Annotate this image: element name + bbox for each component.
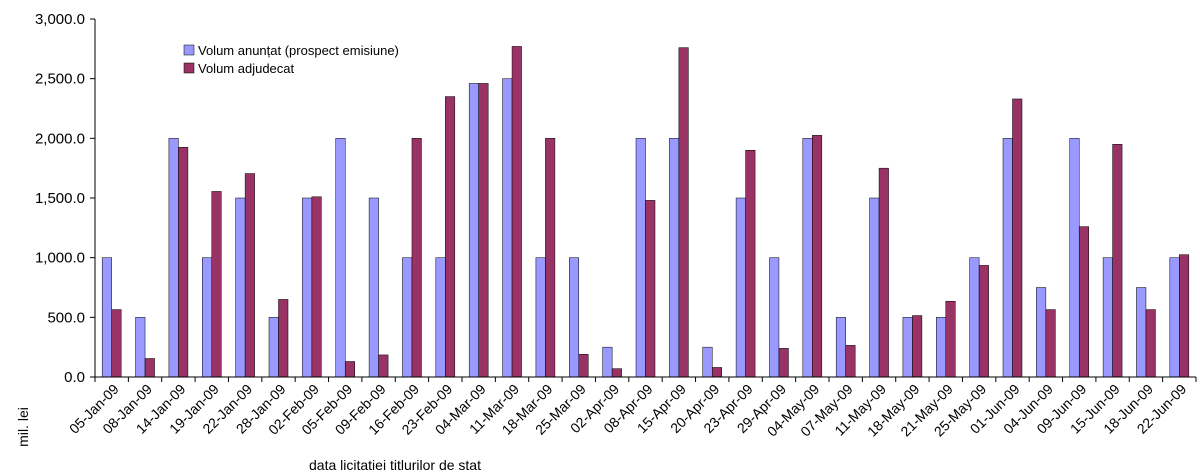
bar-announced-15-Jun-09	[1102, 257, 1113, 378]
bar-awarded-25-May-09	[978, 265, 989, 378]
y-tick-label: 500.0	[47, 309, 85, 326]
bar-announced-22-Jun-09	[1169, 257, 1180, 378]
bar-announced-18-Mar-09	[535, 257, 546, 378]
y-tick-label: 3,000.0	[35, 11, 85, 28]
bar-awarded-16-Feb-09	[411, 138, 422, 378]
plot-area	[101, 46, 1190, 378]
bar-awarded-14-Jan-09	[178, 147, 189, 378]
bar-awarded-15-Apr-09	[678, 47, 689, 378]
bar-announced-23-Feb-09	[435, 257, 446, 378]
legend-label-awarded: Volum adjudecat	[198, 61, 295, 76]
bar-awarded-01-Jun-09	[1012, 98, 1023, 378]
bar-announced-21-May-09	[936, 317, 947, 378]
legend-label-announced: Volum anunțat (prospect emisiune)	[198, 43, 399, 58]
bar-announced-04-Mar-09	[468, 83, 479, 378]
bar-awarded-18-Jun-09	[1145, 309, 1156, 378]
bar-announced-02-Apr-09	[602, 346, 613, 378]
bar-announced-20-Apr-09	[702, 346, 713, 378]
bar-announced-07-May-09	[835, 317, 846, 378]
bar-announced-25-Mar-09	[569, 257, 580, 378]
bar-awarded-15-Jun-09	[1112, 144, 1123, 378]
bar-announced-04-Jun-09	[1036, 287, 1047, 378]
legend: Volum anunțat (prospect emisiune) Volum …	[183, 43, 399, 76]
bar-awarded-07-May-09	[845, 345, 856, 378]
bar-awarded-08-Apr-09	[645, 200, 656, 378]
bar-announced-05-Feb-09	[335, 138, 346, 378]
bar-awarded-23-Apr-09	[745, 150, 756, 378]
bar-awarded-02-Apr-09	[611, 368, 622, 378]
bar-awarded-22-Jun-09	[1179, 254, 1190, 378]
bar-awarded-11-Mar-09	[511, 46, 522, 378]
bar-awarded-20-Apr-09	[711, 367, 722, 378]
legend-swatch-announced	[183, 44, 195, 56]
x-axis-title: data licitatiei titlurilor de stat	[309, 457, 481, 473]
bar-awarded-09-Feb-09	[378, 354, 389, 378]
bar-announced-02-Feb-09	[302, 197, 313, 378]
y-axis: 0.0 500.0 1,000.0 1,500.0 2,000.0 2,500.0 3,00…	[35, 11, 96, 386]
legend-swatch-awarded	[183, 62, 195, 74]
bar-awarded-28-Jan-09	[278, 299, 289, 378]
bar-awarded-18-Mar-09	[545, 138, 556, 378]
bar-announced-08-Jan-09	[135, 317, 146, 378]
bar-announced-18-May-09	[902, 317, 913, 378]
bar-awarded-02-Feb-09	[311, 196, 322, 378]
bar-announced-28-Jan-09	[268, 317, 279, 378]
bar-announced-09-Jun-09	[1069, 138, 1080, 378]
bar-announced-04-May-09	[802, 138, 813, 378]
x-axis: 05-Jan-0908-Jan-0914-Jan-0919-Jan-0922-J…	[66, 376, 1197, 439]
bar-announced-09-Feb-09	[368, 197, 379, 378]
bar-announced-22-Jan-09	[235, 197, 246, 378]
bar-awarded-05-Feb-09	[344, 361, 355, 378]
bar-announced-18-Jun-09	[1136, 287, 1147, 378]
bar-awarded-29-Apr-09	[778, 348, 789, 378]
y-tick-label: 2,000.0	[35, 130, 85, 147]
bar-announced-29-Apr-09	[769, 257, 780, 378]
bar-awarded-23-Feb-09	[445, 96, 456, 378]
bar-announced-19-Jan-09	[202, 257, 213, 378]
bar-announced-08-Apr-09	[635, 138, 646, 378]
bar-announced-23-Apr-09	[735, 197, 746, 378]
bar-awarded-21-May-09	[945, 300, 956, 378]
bar-announced-25-May-09	[969, 257, 980, 378]
y-tick-label: 1,500.0	[35, 190, 85, 207]
y-axis-title: mil. lei	[15, 407, 31, 447]
bar-announced-14-Jan-09	[168, 138, 179, 378]
bar-awarded-04-Jun-09	[1045, 309, 1056, 378]
bar-announced-05-Jan-09	[101, 257, 112, 378]
bar-awarded-19-Jan-09	[211, 191, 222, 378]
bar-announced-01-Jun-09	[1002, 138, 1013, 378]
bar-awarded-09-Jun-09	[1078, 226, 1089, 378]
bar-awarded-08-Jan-09	[144, 358, 155, 378]
bar-announced-11-Mar-09	[502, 78, 513, 378]
bar-awarded-11-May-09	[878, 167, 889, 378]
bar-awarded-04-Mar-09	[478, 83, 489, 378]
bar-awarded-05-Jan-09	[111, 309, 122, 378]
bar-announced-16-Feb-09	[402, 257, 413, 378]
bar-awarded-04-May-09	[812, 135, 823, 378]
y-tick-label: 1,000.0	[35, 250, 85, 267]
bar-announced-15-Apr-09	[669, 138, 680, 378]
y-tick-label: 0.0	[64, 369, 85, 386]
bar-awarded-18-May-09	[912, 315, 923, 378]
y-tick-label: 2,500.0	[35, 71, 85, 88]
bar-awarded-25-Mar-09	[578, 354, 589, 378]
bar-announced-11-May-09	[869, 197, 880, 378]
bar-awarded-22-Jan-09	[244, 173, 255, 378]
